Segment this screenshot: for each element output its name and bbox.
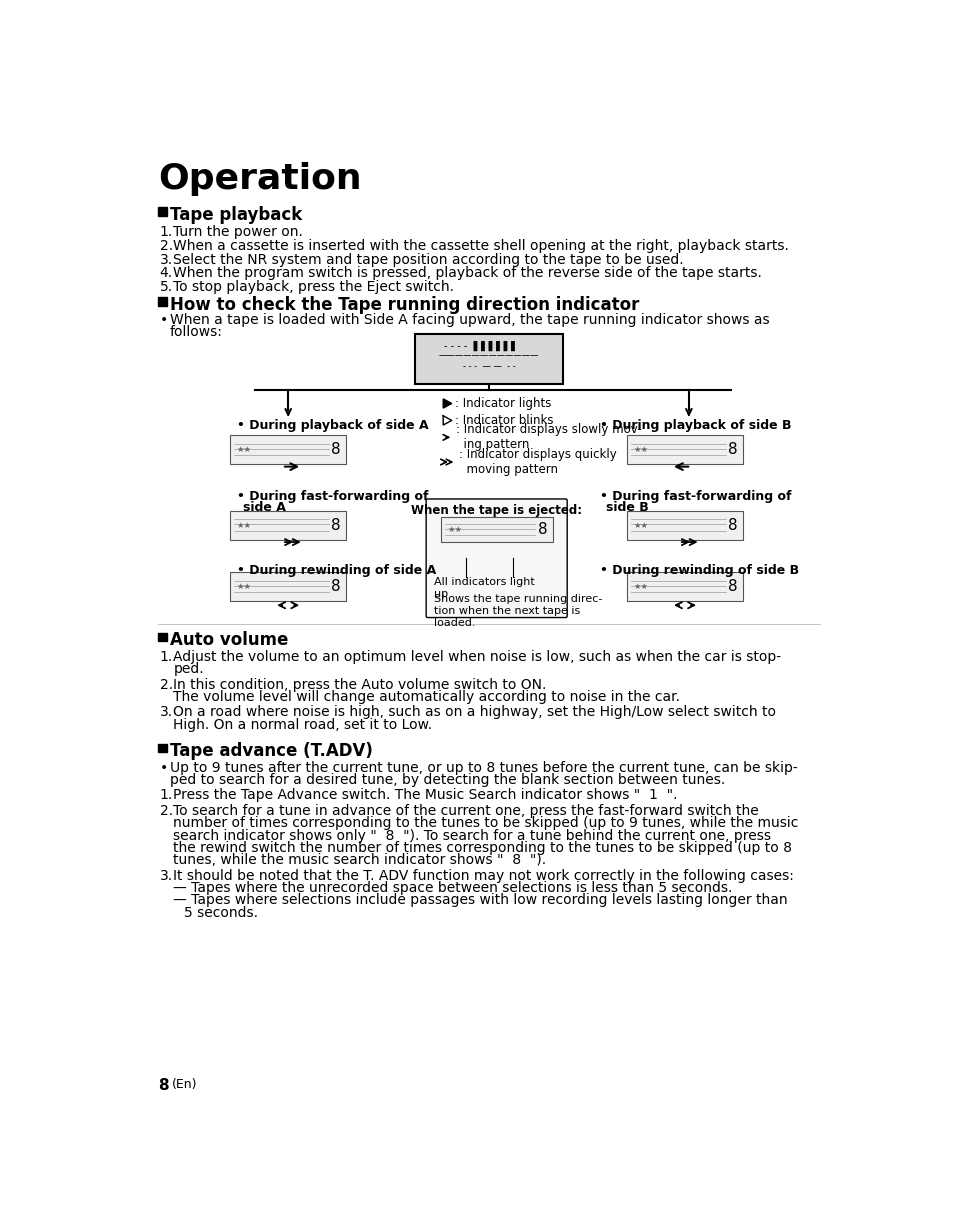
Text: : Indicator blinks: : Indicator blinks [455,414,553,428]
Text: ped to search for a desired tune, by detecting the blank section between tunes.: ped to search for a desired tune, by det… [170,774,724,787]
Text: When a cassette is inserted with the cassette shell opening at the right, playba: When a cassette is inserted with the cas… [173,239,788,253]
Text: 8: 8 [537,522,547,537]
Text: •: • [159,760,168,775]
Text: ★★: ★★ [236,445,251,455]
Text: 8: 8 [727,579,737,594]
Text: 8: 8 [331,579,341,594]
Text: ————————————: ———————————— [438,351,538,360]
Text: •: • [159,313,168,326]
Text: the rewind switch the number of times corresponding to the tunes to be skipped (: the rewind switch the number of times co… [173,840,792,855]
Text: 2.: 2. [159,239,172,253]
Text: • During playback of side B: • During playback of side B [599,419,790,432]
Text: 5.: 5. [159,280,172,294]
Text: number of times corresponding to the tunes to be skipped (up to 9 tunes, while t: number of times corresponding to the tun… [173,816,798,830]
Text: • During rewinding of side A: • During rewinding of side A [236,563,436,577]
Text: The volume level will change automatically according to noise in the car.: The volume level will change automatical… [173,690,679,703]
Text: 8: 8 [727,517,737,532]
Text: All indicators light
up: All indicators light up [434,578,534,599]
Text: (En): (En) [172,1078,197,1092]
Text: • During fast-forwarding of: • During fast-forwarding of [236,490,428,504]
Text: : Indicator lights: : Indicator lights [455,397,551,410]
Text: 4.: 4. [159,266,172,281]
Bar [626,572,742,601]
Text: How to check the Tape running direction indicator: How to check the Tape running direction … [171,296,639,314]
Text: 1.: 1. [159,788,172,802]
Bar [158,207,167,216]
Text: • During rewinding of side B: • During rewinding of side B [599,563,798,577]
Text: Auto volume: Auto volume [171,631,289,649]
Text: - - - -  ▌▌▌▌▌▌: - - - - ▌▌▌▌▌▌ [443,340,517,351]
Text: 3.: 3. [159,705,172,719]
Text: ★★: ★★ [447,525,461,535]
Text: 3.: 3. [159,253,172,266]
Bar [230,435,346,464]
Text: tunes, while the music search indicator shows "  8  ").: tunes, while the music search indicator … [173,853,546,867]
Text: • During fast-forwarding of: • During fast-forwarding of [599,490,790,504]
Text: - - -  — —  - -: - - - — — - - [462,362,515,371]
Text: When the tape is ejected:: When the tape is ejected: [411,504,581,516]
Text: ★★: ★★ [633,583,647,591]
Text: Operation: Operation [158,161,361,196]
Text: follows:: follows: [170,325,222,339]
Bar [415,334,562,384]
Bar [626,435,742,464]
Text: 5 seconds.: 5 seconds. [184,906,258,919]
Text: • During playback of side A: • During playback of side A [236,419,428,432]
Text: On a road where noise is high, such as on a highway, set the High/Low select swi: On a road where noise is high, such as o… [173,705,776,719]
Text: search indicator shows only "  8  "). To search for a tune behind the current on: search indicator shows only " 8 "). To s… [173,828,771,843]
Text: Adjust the volume to an optimum level when noise is low, such as when the car is: Adjust the volume to an optimum level wh… [173,649,781,664]
Text: 8: 8 [331,517,341,532]
Text: Shows the tape running direc-
tion when the next tape is
loaded.: Shows the tape running direc- tion when … [434,594,601,627]
Bar [440,517,553,542]
Text: ★★: ★★ [633,521,647,530]
Text: Press the Tape Advance switch. The Music Search indicator shows "  1  ".: Press the Tape Advance switch. The Music… [173,788,678,802]
Text: — Tapes where selections include passages with low recording levels lasting long: — Tapes where selections include passage… [173,893,787,907]
FancyBboxPatch shape [426,499,567,617]
Text: ★★: ★★ [236,521,251,530]
Text: 1.: 1. [159,224,172,239]
Text: To search for a tune in advance of the current one, press the fast-forward switc: To search for a tune in advance of the c… [173,803,759,818]
Text: 3.: 3. [159,869,172,882]
Text: 1.: 1. [159,649,172,664]
Text: 8: 8 [331,442,341,457]
Text: 2.: 2. [159,678,172,691]
Text: It should be noted that the T. ADV function may not work correctly in the follow: It should be noted that the T. ADV funct… [173,869,794,882]
Text: 8: 8 [158,1078,169,1093]
Text: side B: side B [605,501,648,514]
Text: Turn the power on.: Turn the power on. [173,224,303,239]
Text: : Indicator displays slowly mov-
  ing pattern: : Indicator displays slowly mov- ing pat… [456,424,641,451]
Bar [230,510,346,540]
Text: When a tape is loaded with Side A facing upward, the tape running indicator show: When a tape is loaded with Side A facing… [170,313,768,326]
Text: Up to 9 tunes after the current tune, or up to 8 tunes before the current tune, : Up to 9 tunes after the current tune, or… [170,760,797,775]
Text: — Tapes where the unrecorded space between selections is less than 5 seconds.: — Tapes where the unrecorded space betwe… [173,881,732,894]
Text: ped.: ped. [173,662,204,676]
Bar [158,297,167,306]
Bar [158,633,167,642]
Text: Select the NR system and tape position according to the tape to be used.: Select the NR system and tape position a… [173,253,683,266]
Text: In this condition, press the Auto volume switch to ON.: In this condition, press the Auto volume… [173,678,546,691]
Text: High. On a normal road, set it to Low.: High. On a normal road, set it to Low. [173,717,432,732]
Bar [626,510,742,540]
Text: To stop playback, press the Eject switch.: To stop playback, press the Eject switch… [173,280,454,294]
Text: Tape playback: Tape playback [171,206,302,223]
Text: 8: 8 [727,442,737,457]
Text: : Indicator displays quickly
  moving pattern: : Indicator displays quickly moving patt… [458,448,616,476]
Text: 2.: 2. [159,803,172,818]
Text: side A: side A [243,501,286,514]
Text: When the program switch is pressed, playback of the reverse side of the tape sta: When the program switch is pressed, play… [173,266,761,281]
Bar [230,572,346,601]
Bar [158,744,167,753]
Text: Tape advance (T.ADV): Tape advance (T.ADV) [171,742,373,760]
Text: ★★: ★★ [633,445,647,455]
Text: ★★: ★★ [236,583,251,591]
Polygon shape [443,399,452,408]
